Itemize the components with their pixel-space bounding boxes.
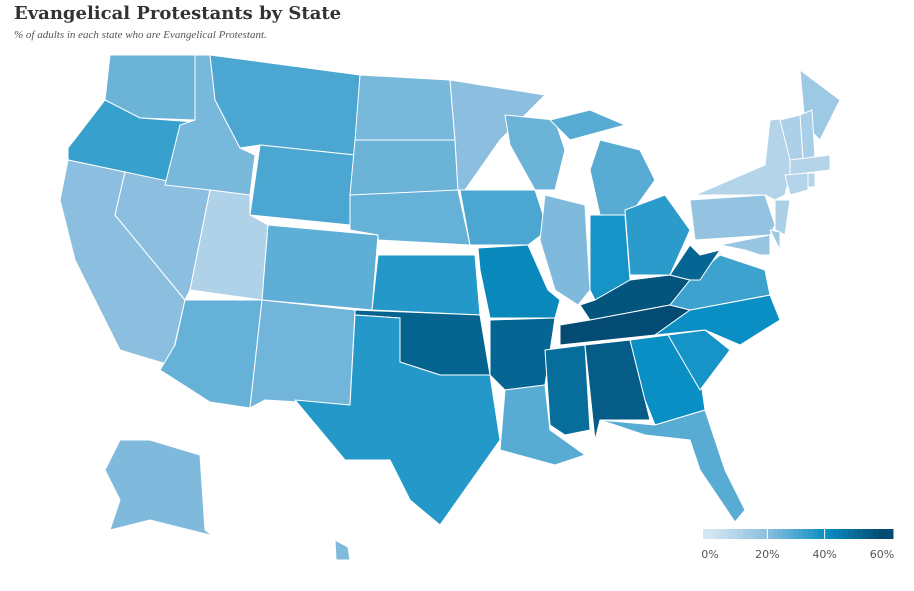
legend: 0% 20% 40% 60%: [701, 529, 894, 561]
state: [104, 54, 201, 121]
legend-swatch: [743, 529, 749, 539]
state: [689, 194, 776, 241]
legend-swatch: [878, 529, 884, 539]
legend-label: 60%: [870, 548, 894, 561]
legend-swatch: [848, 529, 854, 539]
legend-swatch: [838, 529, 844, 539]
state: [499, 384, 586, 466]
legend-swatch: [788, 529, 794, 539]
title: Evangelical Protestants by State: [14, 3, 341, 24]
legend-swatch: [793, 529, 799, 539]
state: [784, 172, 809, 196]
state: [371, 254, 481, 316]
legend-swatch: [888, 529, 894, 539]
state: [354, 74, 456, 141]
state: [459, 189, 549, 246]
state: [544, 344, 591, 436]
legend-swatch: [818, 529, 824, 539]
legend-swatch: [708, 529, 714, 539]
states: [59, 54, 841, 561]
legend-swatch: [758, 529, 764, 539]
legend-swatch: [713, 529, 719, 539]
legend-swatch: [853, 529, 859, 539]
subtitle: % of adults in each state who are Evange…: [14, 29, 267, 41]
legend-swatch: [723, 529, 729, 539]
state: [261, 224, 379, 311]
state: [774, 199, 791, 236]
legend-swatch: [783, 529, 789, 539]
state: [539, 194, 591, 306]
legend-swatch: [873, 529, 879, 539]
legend-swatch: [773, 529, 779, 539]
legend-swatch: [813, 529, 819, 539]
state: [624, 194, 691, 276]
legend-swatch: [748, 529, 754, 539]
state: [584, 339, 651, 441]
state: [249, 144, 356, 226]
legend-swatch: [728, 529, 734, 539]
legend-swatch: [883, 529, 889, 539]
state: [549, 109, 626, 141]
state: [669, 244, 721, 281]
legend-swatch: [768, 529, 774, 539]
legend-swatch: [703, 529, 709, 539]
legend-label: 40%: [812, 548, 836, 561]
state: [294, 314, 501, 526]
state: [789, 154, 831, 176]
state: [477, 244, 561, 319]
legend-swatch: [833, 529, 839, 539]
legend-swatch: [868, 529, 874, 539]
legend-swatch: [808, 529, 814, 539]
legend-swatch: [778, 529, 784, 539]
legend-swatch: [858, 529, 864, 539]
legend-label: 20%: [755, 548, 779, 561]
legend-swatch: [763, 529, 769, 539]
legend-swatch: [843, 529, 849, 539]
legend-swatch: [803, 529, 809, 539]
state: [599, 409, 746, 523]
state: [694, 117, 791, 201]
state: [719, 234, 771, 256]
state: [249, 299, 356, 409]
state: [104, 439, 246, 561]
legend-swatch: [823, 529, 829, 539]
state: [807, 172, 816, 188]
state: [349, 139, 459, 196]
legend-swatch: [798, 529, 804, 539]
legend-swatch: [718, 529, 724, 539]
state: [334, 539, 351, 561]
legend-swatch: [753, 529, 759, 539]
legend-swatch: [828, 529, 834, 539]
legend-label: 0%: [701, 548, 718, 561]
state: [769, 229, 781, 251]
legend-swatch: [733, 529, 739, 539]
legend-swatch: [738, 529, 744, 539]
legend-swatch: [863, 529, 869, 539]
